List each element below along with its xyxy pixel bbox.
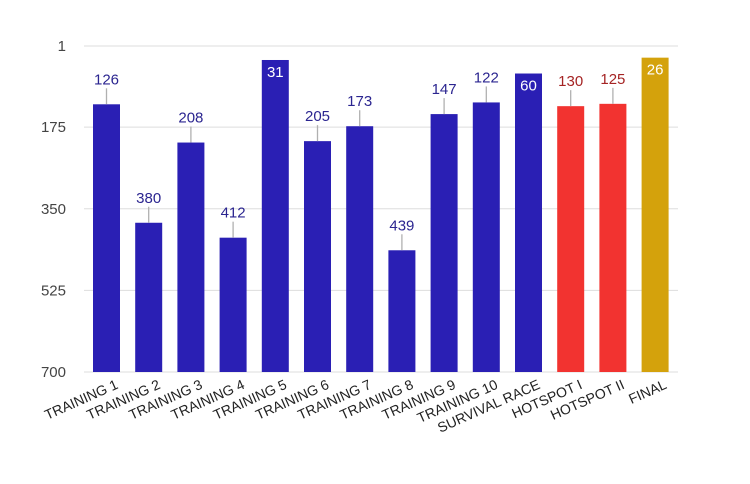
bar — [177, 142, 205, 372]
bar — [388, 250, 416, 372]
data-label: 122 — [474, 69, 499, 86]
bar — [261, 59, 289, 372]
bar — [346, 126, 374, 372]
bar — [219, 237, 247, 372]
data-label: 173 — [347, 93, 372, 110]
data-label: 126 — [94, 71, 119, 88]
data-label: 208 — [178, 110, 203, 127]
data-label: 125 — [600, 71, 625, 88]
y-tick-label: 350 — [41, 201, 66, 218]
x-tick-label: FINAL — [626, 376, 669, 407]
bar — [472, 102, 500, 373]
y-tick-label: 175 — [41, 119, 66, 136]
data-label: 130 — [558, 73, 583, 90]
bar — [430, 114, 458, 373]
data-label: 412 — [221, 205, 246, 222]
bars — [93, 57, 669, 373]
data-label: 205 — [305, 108, 330, 125]
y-tick-label: 700 — [41, 364, 66, 381]
data-label: 380 — [136, 190, 161, 207]
gridlines — [84, 45, 678, 373]
bar — [304, 141, 331, 372]
bar — [93, 104, 120, 372]
y-tick-label: 525 — [41, 282, 66, 299]
bar — [135, 222, 163, 372]
data-labels: 126 380 208 412 31 205 173 439 147 122 60 130 125 26 — [94, 62, 663, 251]
bar — [515, 73, 542, 372]
y-tick-label: 1 — [58, 38, 66, 55]
data-label: 60 — [520, 78, 537, 95]
y-axis-ticks: 1 175 350 525 700 — [41, 38, 66, 381]
data-label: 26 — [647, 62, 664, 79]
bar — [641, 57, 669, 372]
bar — [599, 103, 627, 373]
data-label: 439 — [389, 217, 414, 234]
data-label: 31 — [267, 64, 284, 81]
data-label: 147 — [432, 81, 457, 98]
bar — [557, 106, 585, 373]
